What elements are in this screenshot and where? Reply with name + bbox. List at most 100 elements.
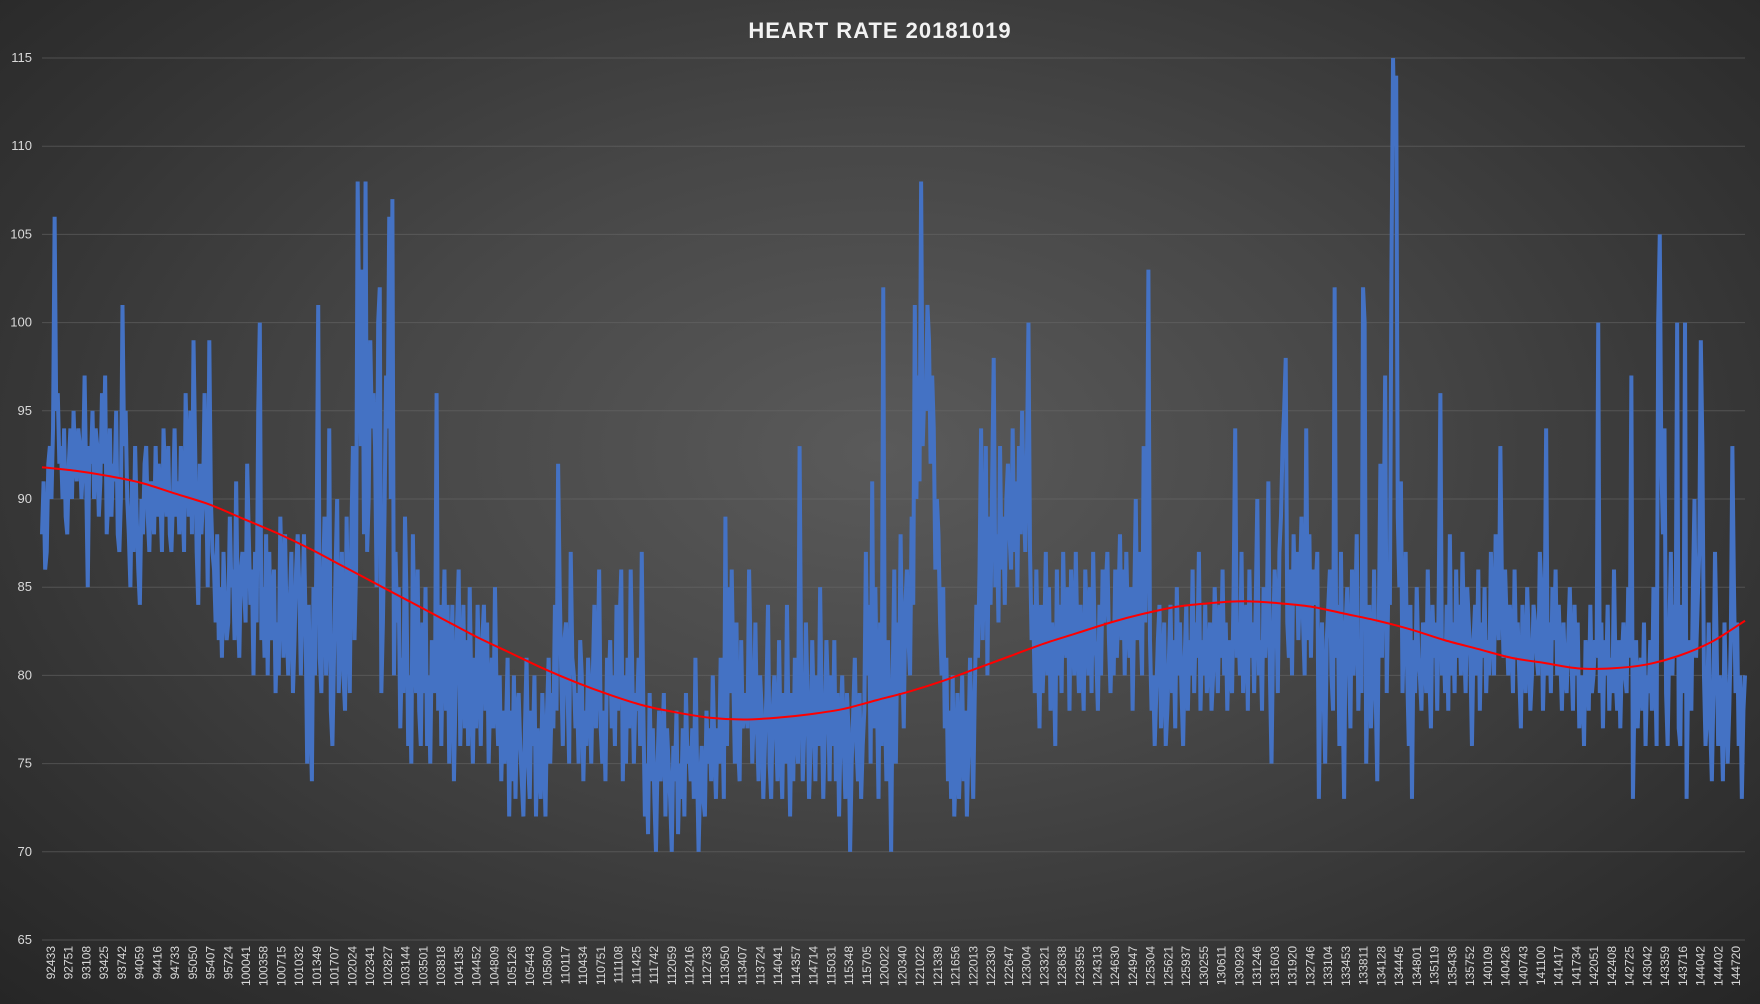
x-tick-label: 134445	[1392, 946, 1406, 986]
x-axis-ticks: 92433 92751 93108 93425 93742 94059 94416 94733…	[44, 946, 1743, 986]
x-tick-label: 104809	[487, 946, 501, 986]
x-tick-label: 144402	[1711, 946, 1725, 986]
x-tick-label: 111742	[647, 946, 661, 985]
x-tick-label: 142408	[1605, 946, 1619, 986]
x-tick-label: 103144	[399, 946, 413, 986]
x-tick-label: 95407	[204, 946, 218, 980]
x-tick-label: 93108	[79, 946, 93, 980]
x-tick-label: 141734	[1569, 946, 1583, 986]
x-tick-label: 125937	[1179, 946, 1193, 986]
x-tick-label: 142051	[1587, 946, 1601, 986]
x-tick-label: 100358	[257, 946, 271, 986]
y-tick-label: 115	[11, 50, 32, 65]
y-tick-label: 95	[18, 403, 32, 418]
x-tick-label: 142725	[1623, 946, 1637, 986]
x-tick-label: 113050	[718, 946, 732, 985]
x-tick-label: 122330	[984, 946, 998, 986]
x-tick-label: 144720	[1729, 946, 1743, 986]
x-tick-label: 104452	[470, 946, 484, 986]
x-tick-label: 130255	[1197, 946, 1211, 986]
x-tick-label: 95724	[221, 946, 235, 980]
x-tick-label: 105443	[523, 946, 537, 986]
x-tick-label: 114041	[771, 946, 785, 985]
x-tick-label: 123955	[1073, 946, 1087, 986]
series-heart-rate-line	[40, 57, 1747, 852]
x-tick-label: 124313	[1091, 946, 1105, 986]
x-tick-label: 105126	[505, 946, 519, 986]
x-tick-label: 115031	[824, 946, 838, 985]
x-tick-label: 113724	[753, 946, 767, 985]
x-tick-label: 131920	[1286, 946, 1300, 986]
x-tick-label: 101349	[310, 946, 324, 986]
x-tick-label: 133811	[1357, 946, 1371, 985]
x-tick-label: 130929	[1232, 946, 1246, 986]
y-tick-label: 80	[18, 667, 32, 682]
x-tick-label: 94733	[168, 946, 182, 980]
x-tick-label: 140743	[1516, 946, 1530, 986]
x-tick-label: 104135	[452, 946, 466, 986]
x-tick-label: 93425	[97, 946, 111, 980]
x-tick-label: 122647	[1002, 946, 1016, 986]
x-tick-label: 113407	[736, 946, 750, 985]
x-tick-label: 131603	[1268, 946, 1282, 986]
x-tick-label: 140109	[1481, 946, 1495, 986]
series-lines	[40, 57, 1747, 852]
x-tick-label: 120022	[878, 946, 892, 986]
x-tick-label: 95050	[186, 946, 200, 980]
y-axis-ticks: 65 70 75 80 85 90 95 100 105 110 115	[10, 50, 32, 947]
x-tick-label: 143042	[1640, 946, 1654, 986]
x-tick-label: 105800	[541, 946, 555, 986]
x-tick-label: 141100	[1534, 946, 1548, 985]
x-tick-label: 110117	[558, 946, 572, 985]
x-tick-label: 112059	[665, 946, 679, 985]
x-tick-label: 111108	[612, 946, 626, 984]
x-tick-label: 94059	[133, 946, 147, 980]
x-tick-label: 111425	[629, 946, 643, 985]
x-tick-label: 132746	[1303, 946, 1317, 986]
x-tick-label: 121656	[949, 946, 963, 986]
x-tick-label: 143359	[1658, 946, 1672, 986]
x-tick-label: 102341	[363, 946, 377, 986]
x-tick-label: 131246	[1250, 946, 1264, 986]
x-tick-label: 101032	[292, 946, 306, 986]
y-tick-label: 110	[11, 138, 32, 153]
x-tick-label: 130611	[1215, 946, 1229, 985]
x-tick-label: 121022	[913, 946, 927, 986]
x-tick-label: 114714	[807, 946, 821, 985]
x-tick-label: 100715	[274, 946, 288, 986]
x-tick-label: 144042	[1694, 946, 1708, 986]
x-tick-label: 112733	[700, 946, 714, 985]
x-tick-label: 122013	[966, 946, 980, 986]
x-tick-label: 102024	[345, 946, 359, 986]
x-tick-label: 134801	[1410, 946, 1424, 986]
x-tick-label: 112416	[682, 946, 696, 985]
x-tick-label: 141417	[1552, 946, 1566, 986]
y-tick-label: 85	[18, 579, 32, 594]
y-tick-label: 90	[18, 491, 32, 506]
x-tick-label: 140426	[1499, 946, 1513, 986]
x-tick-label: 102827	[381, 946, 395, 986]
x-tick-label: 120340	[895, 946, 909, 986]
x-tick-label: 123638	[1055, 946, 1069, 986]
x-tick-label: 103818	[434, 946, 448, 986]
x-tick-label: 110434	[576, 946, 590, 985]
x-tick-label: 115705	[860, 946, 874, 985]
x-tick-label: 92433	[44, 946, 58, 980]
y-tick-label: 65	[18, 932, 32, 947]
x-tick-label: 143716	[1676, 946, 1690, 986]
x-tick-label: 115348	[842, 946, 856, 985]
x-tick-label: 124947	[1126, 946, 1140, 986]
y-tick-label: 100	[10, 315, 32, 330]
y-tick-label: 105	[10, 226, 32, 241]
x-tick-label: 123321	[1037, 946, 1051, 986]
x-tick-label: 114357	[789, 946, 803, 985]
x-tick-label: 134128	[1374, 946, 1388, 986]
x-tick-label: 123004	[1020, 946, 1034, 986]
x-tick-label: 93742	[115, 946, 129, 980]
x-tick-label: 135436	[1445, 946, 1459, 986]
x-tick-label: 103501	[416, 946, 430, 986]
x-tick-label: 92751	[62, 946, 76, 980]
x-tick-label: 125621	[1161, 946, 1175, 986]
